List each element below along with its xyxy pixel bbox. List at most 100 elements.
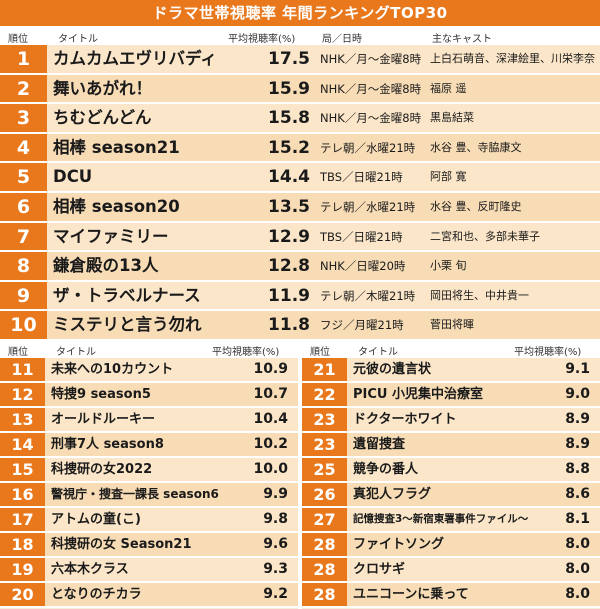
rank-badge: 4 bbox=[0, 133, 47, 162]
station-time: テレ朝／水曜21時 bbox=[320, 140, 416, 155]
rank-badge: 14 bbox=[0, 433, 45, 456]
rating-value: 8.0 bbox=[565, 536, 590, 552]
rating-value: 9.0 bbox=[565, 386, 590, 402]
rating-value: 15.9 bbox=[268, 78, 310, 99]
rating-value: 15.2 bbox=[268, 137, 310, 158]
station-time: TBS／日曜21時 bbox=[320, 170, 403, 185]
header-rating: 平均視聴率(%) bbox=[514, 347, 582, 358]
drama-title: 科捜研の女 Season21 bbox=[51, 537, 192, 552]
table-row: 19 六本木クラス 9.3 bbox=[0, 558, 298, 583]
ranks-21-30-table: 順位 タイトル 平均視聴率(%) 21 元彼の遺言状 9.1 22 PICU 小児集中… bbox=[302, 339, 600, 609]
header-station: 局／日時 bbox=[322, 34, 362, 45]
table-row: 11 未来への10カウント 10.9 bbox=[0, 358, 298, 383]
table-row: 18 科捜研の女 Season21 9.6 bbox=[0, 533, 298, 558]
station-time: フジ／月曜21時 bbox=[320, 318, 404, 333]
rating-value: 8.6 bbox=[565, 486, 590, 502]
rank-badge: 12 bbox=[0, 383, 45, 406]
rank-badge: 23 bbox=[302, 408, 347, 431]
station-time: NHK／日曜20時 bbox=[320, 259, 406, 274]
rank-badge: 27 bbox=[302, 508, 347, 531]
drama-title: 科捜研の女2022 bbox=[51, 462, 153, 477]
rating-value: 8.0 bbox=[565, 561, 590, 577]
rating-value: 12.9 bbox=[268, 226, 310, 247]
table-row: 16 警視庁・捜査一課長 season6 9.9 bbox=[0, 483, 298, 508]
drama-title: 舞いあがれ！ bbox=[53, 78, 152, 98]
rank-badge: 26 bbox=[302, 483, 347, 506]
rating-value: 11.9 bbox=[268, 285, 310, 306]
drama-title: マイファミリー bbox=[53, 226, 169, 246]
header-title: タイトル bbox=[358, 347, 398, 358]
cast-names: 岡田将生、中井貴一 bbox=[430, 288, 529, 302]
rank-badge: 28 bbox=[302, 583, 347, 606]
table-row: 6 相棒 season20 13.5 テレ朝／水曜21時 水谷 豊、反町隆史 bbox=[0, 192, 600, 223]
rating-value: 10.2 bbox=[253, 436, 288, 452]
drama-title: 遺留捜査 bbox=[353, 437, 406, 452]
rating-value: 15.8 bbox=[268, 108, 310, 129]
rating-value: 17.5 bbox=[268, 49, 310, 69]
rating-value: 13.5 bbox=[268, 196, 310, 217]
cast-names: 黒島結菜 bbox=[430, 111, 474, 125]
drama-title: PICU 小児集中治療室 bbox=[353, 387, 483, 402]
table-row: 17 アトムの童(こ) 9.8 bbox=[0, 508, 298, 533]
cast-names: 水谷 豊、反町隆史 bbox=[430, 199, 522, 213]
drama-title: ユニコーンに乗って bbox=[353, 587, 469, 602]
rank-badge: 5 bbox=[0, 163, 47, 191]
rank-badge: 15 bbox=[0, 458, 45, 481]
rating-value: 8.9 bbox=[565, 411, 590, 427]
rating-value: 10.0 bbox=[253, 461, 288, 477]
drama-title: 競争の番人 bbox=[353, 462, 419, 477]
table-row: 10 ミステリと言う勿れ 11.8 フジ／月曜21時 菅田将暉 bbox=[0, 311, 600, 341]
rank-badge: 11 bbox=[0, 358, 45, 381]
rating-value: 10.4 bbox=[253, 411, 288, 427]
top10-table: 1 カムカムエヴリバディ 17.5 NHK／月〜金曜8時 上白石萌音、深津絵里、川栄李奈… bbox=[0, 45, 600, 341]
ranks-11-20-table: 順位 タイトル 平均視聴率(%) 11 未来への10カウント 10.9 12 特捜9 … bbox=[0, 339, 298, 609]
rank-badge: 7 bbox=[0, 222, 47, 251]
rank-badge: 3 bbox=[0, 104, 47, 132]
header-rank: 順位 bbox=[310, 347, 330, 358]
cast-names: 上白石萌音、深津絵里、川栄李奈 bbox=[430, 52, 595, 65]
drama-title: 鎌倉殿の13人 bbox=[53, 256, 159, 276]
rank-badge: 17 bbox=[0, 508, 45, 531]
table-row: 22 PICU 小児集中治療室 9.0 bbox=[302, 383, 600, 408]
header-title: タイトル bbox=[58, 34, 98, 45]
table-row: 7 マイファミリー 12.9 TBS／日曜21時 二宮和也、多部未華子 bbox=[0, 222, 600, 253]
station-time: テレ朝／木曜21時 bbox=[320, 288, 416, 303]
cast-names: 水谷 豊、寺脇康文 bbox=[430, 140, 522, 154]
drama-title: 記憶捜査3〜新宿東署事件ファイル〜 bbox=[353, 513, 529, 525]
sub-table-header: 順位 タイトル 平均視聴率(%) bbox=[302, 339, 600, 358]
sub-table-header: 順位 タイトル 平均視聴率(%) bbox=[0, 339, 298, 358]
rating-value: 9.9 bbox=[263, 486, 288, 502]
rating-value: 12.8 bbox=[268, 256, 310, 277]
rating-value: 14.4 bbox=[268, 167, 310, 188]
drama-title: 相棒 season21 bbox=[53, 137, 180, 157]
table-row: 25 競争の番人 8.8 bbox=[302, 458, 600, 483]
cast-names: 福原 遥 bbox=[430, 81, 467, 95]
rank-badge: 8 bbox=[0, 252, 47, 280]
table-row: 20 となりのチカラ 9.2 bbox=[0, 583, 298, 608]
table-row: 4 相棒 season21 15.2 テレ朝／水曜21時 水谷 豊、寺脇康文 bbox=[0, 133, 600, 164]
rank-badge: 22 bbox=[302, 383, 347, 406]
rating-value: 8.8 bbox=[565, 461, 590, 477]
table-row: 15 科捜研の女2022 10.0 bbox=[0, 458, 298, 483]
drama-title: 真犯人フラグ bbox=[353, 487, 432, 502]
table-row: 28 クロサギ 8.0 bbox=[302, 558, 600, 583]
table-row: 8 鎌倉殿の13人 12.8 NHK／日曜20時 小栗 旬 bbox=[0, 252, 600, 282]
table-row: 21 元彼の遺言状 9.1 bbox=[302, 358, 600, 383]
drama-title: ミステリと言う勿れ bbox=[53, 315, 202, 335]
rank-badge: 20 bbox=[0, 583, 45, 606]
rating-value: 9.3 bbox=[263, 561, 288, 577]
cast-names: 小栗 旬 bbox=[430, 259, 467, 273]
header-rating: 平均視聴率(%) bbox=[212, 347, 280, 358]
table-row: 28 ファイトソング 8.0 bbox=[302, 533, 600, 558]
header-title: タイトル bbox=[56, 347, 96, 358]
table-row: 2 舞いあがれ！ 15.9 NHK／月〜金曜8時 福原 遥 bbox=[0, 74, 600, 105]
rating-value: 9.2 bbox=[263, 586, 288, 602]
drama-title: カムカムエヴリバディ bbox=[53, 49, 217, 68]
station-time: テレ朝／水曜21時 bbox=[320, 199, 416, 214]
table-row: 3 ちむどんどん 15.8 NHK／月〜金曜8時 黒島結菜 bbox=[0, 104, 600, 134]
drama-title: アトムの童(こ) bbox=[51, 512, 141, 527]
header-cast: 主なキャスト bbox=[432, 34, 492, 45]
drama-title: DCU bbox=[53, 167, 93, 187]
rank-badge: 19 bbox=[0, 558, 45, 581]
rating-value: 11.8 bbox=[268, 315, 310, 336]
